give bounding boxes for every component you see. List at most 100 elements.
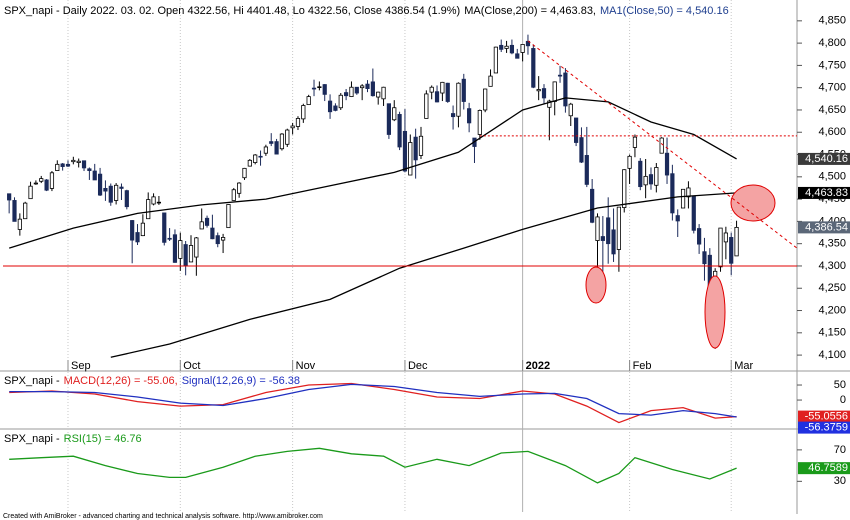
candle-body <box>81 160 87 169</box>
y-tick-label: 50 <box>834 379 846 391</box>
legend-entry: MACD(12,26) = -55.06, <box>64 375 178 387</box>
y-tick-label: 0 <box>840 394 846 406</box>
candle-body <box>729 237 734 264</box>
last-value-box <box>798 462 850 475</box>
candle-body <box>210 227 215 240</box>
candle-body <box>386 103 392 135</box>
candle-body <box>499 44 504 50</box>
candle-body <box>220 237 226 241</box>
candle-body <box>188 245 194 263</box>
title-text: SPX_napi - <box>4 375 60 387</box>
candle-body <box>429 86 434 93</box>
candle-body <box>557 74 563 77</box>
candle-body <box>274 141 279 155</box>
last-value-box <box>798 152 850 165</box>
candle-body <box>702 251 707 265</box>
y-tick-label: 4,350 <box>818 238 846 250</box>
candle-body <box>295 118 301 127</box>
candle-body <box>199 221 204 230</box>
x-tick-label: Mar <box>734 360 753 372</box>
y-tick-label: 4,150 <box>818 327 846 339</box>
candle-body <box>258 155 263 158</box>
candle-body <box>616 206 621 250</box>
candle-body <box>515 53 520 59</box>
candle-body <box>563 72 568 107</box>
last-value-label: -56.3759 <box>805 422 848 434</box>
candle-body <box>33 182 38 185</box>
y-tick-label: 4,100 <box>818 349 846 361</box>
candle-body <box>627 155 632 169</box>
candle-body <box>450 113 456 118</box>
candle-body <box>333 105 338 111</box>
candle-body <box>611 229 616 255</box>
candle-body <box>680 188 686 209</box>
y-tick-label: 4,850 <box>818 15 846 27</box>
candle-body <box>135 232 140 243</box>
series-line <box>9 97 737 249</box>
y-tick-label: 4,200 <box>818 304 846 316</box>
candle-body <box>253 154 258 163</box>
x-tick-label: Oct <box>183 360 200 372</box>
candle-body <box>547 100 552 108</box>
candle-body <box>55 163 60 171</box>
candle-body <box>349 86 354 97</box>
candle-body <box>317 86 322 88</box>
x-tick-label: 2022 <box>526 360 550 372</box>
candle-body <box>686 187 691 198</box>
candle-body <box>456 82 461 117</box>
title-text: SPX_napi - Daily 2022. 03. 02. Open 4322… <box>4 5 460 17</box>
y-tick-label: 4,500 <box>818 171 846 183</box>
last-value-label: 4,540.16 <box>805 153 848 165</box>
candle-body <box>231 189 236 201</box>
candle-body <box>103 188 108 192</box>
last-value-box <box>798 186 850 199</box>
candle-body <box>600 236 605 241</box>
candle-body <box>638 160 643 188</box>
candle-body <box>65 163 71 167</box>
last-value-label: 4,463.83 <box>805 187 848 199</box>
candle-body <box>397 114 402 148</box>
y-tick-label: 70 <box>834 444 846 456</box>
series-line <box>9 447 737 484</box>
candle-body <box>483 88 488 111</box>
y-tick-label: 4,700 <box>818 82 846 94</box>
y-tick-label: 4,800 <box>818 37 846 49</box>
candle-body <box>424 93 429 119</box>
candle-body <box>322 84 327 95</box>
candle-body <box>376 91 381 98</box>
candle-body <box>434 91 440 103</box>
candle-body <box>60 163 65 167</box>
candle-body <box>488 75 493 87</box>
candle-body <box>579 137 584 163</box>
legend-entry: RSI(15) = 46.76 <box>64 433 142 445</box>
candle-body <box>44 179 49 191</box>
candle-body <box>643 175 648 186</box>
x-tick-label: Nov <box>296 360 316 372</box>
candle-body <box>365 83 370 89</box>
candle-body <box>493 46 498 74</box>
candle-body <box>311 87 317 90</box>
candle-body <box>381 86 386 100</box>
x-tick-label: Feb <box>633 360 652 372</box>
candle-body <box>23 202 28 220</box>
candle-body <box>183 244 188 267</box>
candle-body <box>247 159 252 167</box>
candle-body <box>723 232 728 243</box>
annotations <box>3 40 798 349</box>
y-tick-label: 30 <box>834 475 846 487</box>
candle-body <box>178 240 183 259</box>
candle-body <box>237 182 242 194</box>
candle-body <box>172 234 178 263</box>
candle-body <box>402 130 408 172</box>
legend-entry: MA1(Close,50) = 4,540.16 <box>600 5 729 17</box>
candle-body <box>71 159 76 163</box>
candle-body <box>531 48 536 88</box>
footer: Created with AmiBroker - advanced charti… <box>3 513 323 520</box>
candle-body <box>146 199 151 220</box>
last-value-box <box>798 421 850 434</box>
candle-body <box>574 117 579 143</box>
candle-body <box>370 81 375 97</box>
legend-entry: Signal(12,26,9) = -56.38 <box>182 375 300 387</box>
candle-body <box>461 78 466 102</box>
